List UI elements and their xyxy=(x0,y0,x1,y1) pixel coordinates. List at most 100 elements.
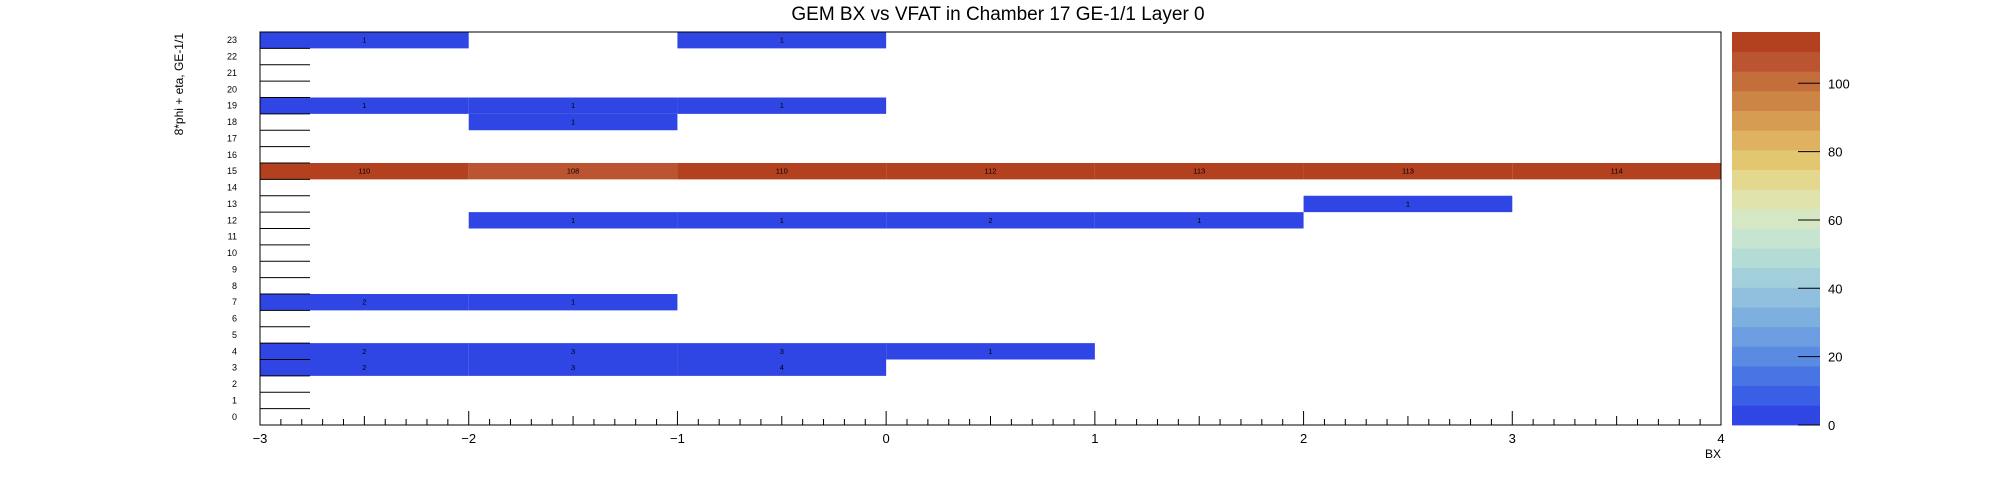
x-tick-label: −1 xyxy=(670,431,685,446)
cell-value-label: 114 xyxy=(1611,167,1623,176)
y-tick-label: 3 xyxy=(232,363,237,373)
y-tick-label: 2 xyxy=(232,379,237,389)
cell-value-label: 3 xyxy=(571,363,575,372)
heatmap-cell xyxy=(1094,212,1304,229)
chart-title: GEM BX vs VFAT in Chamber 17 GE-1/1 Laye… xyxy=(791,4,1204,25)
y-tick-label: 11 xyxy=(228,232,237,242)
y-tick-label: 12 xyxy=(227,215,237,225)
heatmap-cell xyxy=(677,32,887,49)
cell-value-label: 108 xyxy=(567,167,580,176)
palette-tick-label: 20 xyxy=(1828,350,1842,365)
y-tick-label: 1 xyxy=(232,395,237,405)
palette-band xyxy=(1732,346,1820,367)
heatmap-cell xyxy=(677,359,887,376)
heatmap-cell xyxy=(260,294,469,311)
cell-value-label: 4 xyxy=(780,363,784,372)
y-tick-label: 5 xyxy=(232,330,237,340)
palette-band xyxy=(1732,110,1820,131)
y-tick-label: 18 xyxy=(227,117,237,127)
y-tick-label: 8 xyxy=(232,281,237,291)
palette-band xyxy=(1732,267,1820,288)
heatmap-cell xyxy=(886,163,1095,180)
y-tick-label: 6 xyxy=(232,314,237,324)
palette-tick-label: 0 xyxy=(1828,418,1835,433)
palette-band xyxy=(1732,189,1820,210)
cell-value-label: 3 xyxy=(571,347,575,356)
x-tick-label: 1 xyxy=(1091,431,1098,446)
heatmap-cell xyxy=(260,359,469,376)
cell-value-label: 113 xyxy=(1193,167,1205,176)
palette-tick-label: 100 xyxy=(1828,76,1850,91)
heatmap-cell xyxy=(886,343,1095,360)
y-tick-label: 16 xyxy=(227,150,237,160)
palette-band xyxy=(1732,51,1820,72)
cell-value-label: 1 xyxy=(1406,199,1410,208)
heatmap-cell xyxy=(468,359,678,376)
palette-band xyxy=(1732,248,1820,269)
cells-layer xyxy=(260,32,1721,376)
x-ticks-layer: −3 −2 −1 0 1 2 3 4 xyxy=(253,411,1725,446)
palette-band xyxy=(1732,90,1820,111)
x-tick-label: 3 xyxy=(1509,431,1516,446)
palette-band xyxy=(1732,287,1820,308)
heatmap-cell xyxy=(1512,163,1721,180)
heatmap-cell xyxy=(468,163,678,180)
cell-value-label: 2 xyxy=(362,363,366,372)
y-tick-label: 23 xyxy=(227,35,237,45)
heatmap-cell xyxy=(677,97,887,114)
palette-tick-label: 40 xyxy=(1828,281,1842,296)
x-tick-label: −3 xyxy=(253,431,268,446)
heatmap-cell xyxy=(1303,163,1513,180)
cell-value-label: 1 xyxy=(362,101,366,110)
heatmap-cell xyxy=(886,212,1095,229)
cell-value-label: 1 xyxy=(571,298,575,307)
heatmap-cell xyxy=(1094,163,1304,180)
y-tick-label: 4 xyxy=(232,346,237,356)
cell-value-label: 1 xyxy=(1197,216,1201,225)
x-tick-label: 0 xyxy=(883,431,890,446)
y-tick-label: 9 xyxy=(232,264,237,274)
y-tick-label: 10 xyxy=(227,248,237,258)
y-tick-label: 20 xyxy=(227,84,237,94)
heatmap-cell xyxy=(468,343,678,360)
cell-value-label: 1 xyxy=(571,101,575,110)
cell-value-label: 1 xyxy=(780,36,784,45)
palette-band xyxy=(1732,228,1820,249)
palette-band xyxy=(1732,385,1820,406)
cell-value-label: 2 xyxy=(362,347,366,356)
palette-band xyxy=(1732,32,1820,53)
palette-tick-label: 80 xyxy=(1828,145,1842,160)
palette-band xyxy=(1732,307,1820,328)
palette-band xyxy=(1732,326,1820,347)
x-tick-label: 4 xyxy=(1717,431,1724,446)
heatmap-cell xyxy=(1303,195,1513,213)
cell-value-label: 113 xyxy=(1402,167,1414,176)
y-tick-label: 17 xyxy=(227,133,237,143)
cell-value-label: 1 xyxy=(780,216,784,225)
palette-band xyxy=(1732,366,1820,387)
palette-layer: 0 20 40 60 80 100 xyxy=(1732,32,1850,433)
y-tick-label: 15 xyxy=(227,166,237,176)
cell-value-label: 112 xyxy=(985,167,997,176)
cell-value-label: 1 xyxy=(988,347,992,356)
palette-band xyxy=(1732,208,1820,229)
cell-value-label: 1 xyxy=(362,36,366,45)
y-tick-label: 22 xyxy=(227,52,237,62)
y-tick-label: 7 xyxy=(232,297,237,307)
heatmap-cell xyxy=(677,212,887,229)
heatmap-cell xyxy=(260,32,469,49)
cell-value-label: 110 xyxy=(776,167,788,176)
x-tick-label: −2 xyxy=(461,431,476,446)
y-tick-label: 21 xyxy=(227,68,237,78)
palette-tick-label: 60 xyxy=(1828,213,1842,228)
y-tick-label: 13 xyxy=(227,199,237,209)
x-tick-label: 2 xyxy=(1300,431,1307,446)
palette-band xyxy=(1732,405,1820,426)
heatmap-cell xyxy=(260,343,469,360)
cell-value-label: 2 xyxy=(988,216,992,225)
palette-band xyxy=(1732,130,1820,151)
